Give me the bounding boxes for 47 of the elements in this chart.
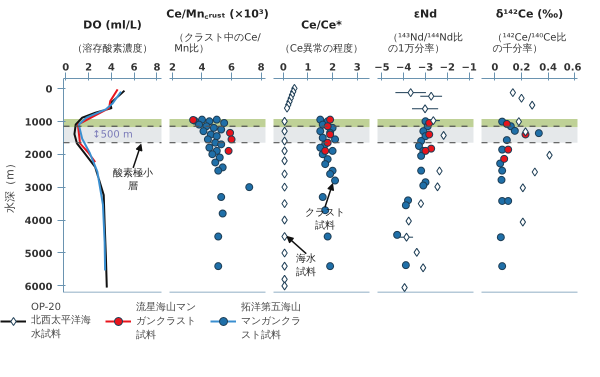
x-tick-label: 4 <box>198 62 206 74</box>
band-label: ↕500 m <box>92 129 133 140</box>
chart-subtitle: （¹⁴²Ce/¹⁴⁰Ce比の千分率） <box>492 32 566 54</box>
x-tick-label: 1 <box>304 62 312 74</box>
x-tick-label: 0 <box>491 62 498 74</box>
y-tick-label: 2000 <box>24 150 53 162</box>
chart-subtitle: （Ce異常の程度） <box>280 42 364 54</box>
legend-label: 流星海山マンガンクラスト試料 <box>136 300 196 342</box>
y-tick-label: 3000 <box>24 183 53 194</box>
annotation: 海水試料 <box>296 252 316 278</box>
x-tick-label: 8 <box>258 62 265 74</box>
legend-label: 拓洋第五海山マンガンクラスト試料 <box>241 300 301 342</box>
y-tick-label: 0 <box>46 84 53 96</box>
annotation: クラスト試料 <box>304 207 345 232</box>
chart-title: εNd <box>414 8 438 20</box>
x-tick-label: 2 <box>329 62 336 74</box>
chart-subtitle: （クラスト中のCe/Mn比） <box>174 32 262 54</box>
chart-subtitle: （溶存酸素濃度） <box>72 42 152 54</box>
annotation: 酸素極小層 <box>113 166 154 192</box>
x-tick-label: 4 <box>108 62 115 74</box>
x-tick-label: 6 <box>130 62 138 74</box>
y-tick-label: 6000 <box>24 282 53 293</box>
x-tick-label: 3 <box>354 62 361 74</box>
chart-title: Ce/Ce* <box>301 18 342 32</box>
legend-label: OP-20 北西太平洋海水試料 <box>31 302 91 340</box>
x-tick-label: 0.2 <box>512 62 530 74</box>
x-tick-label: 8 <box>153 62 160 74</box>
x-tick-label: −1 <box>461 62 477 74</box>
y-tick-label: 1000 <box>24 117 53 128</box>
x-tick-label: −5 <box>374 62 390 74</box>
x-tick-label: 6 <box>228 62 236 74</box>
y-tick-label: 4000 <box>24 216 53 228</box>
y-tick-label: 5000 <box>24 248 53 260</box>
x-tick-label: 0.6 <box>564 62 582 74</box>
x-tick-label: 2 <box>85 62 92 74</box>
x-tick-label: 0 <box>62 62 70 74</box>
x-tick-label: 0.4 <box>539 62 558 74</box>
x-tick-label: 0 <box>280 62 287 74</box>
x-tick-label: −4 <box>396 62 412 74</box>
chart-title: Ce/Mn꜀ᵣᵤₛₜ (×10³) <box>166 8 269 20</box>
chart-subtitle: （¹⁴³Nd/¹⁴⁴Nd比の1万分率） <box>388 32 464 54</box>
chart-title: DO (ml/L) <box>83 18 142 32</box>
x-tick-label: −3 <box>418 62 434 74</box>
chart-title: δ¹⁴²Ce (‰) <box>496 8 564 20</box>
y-axis-title: 水深（m） <box>4 158 17 213</box>
x-tick-label: −2 <box>440 62 456 74</box>
x-tick-label: 2 <box>168 62 176 74</box>
